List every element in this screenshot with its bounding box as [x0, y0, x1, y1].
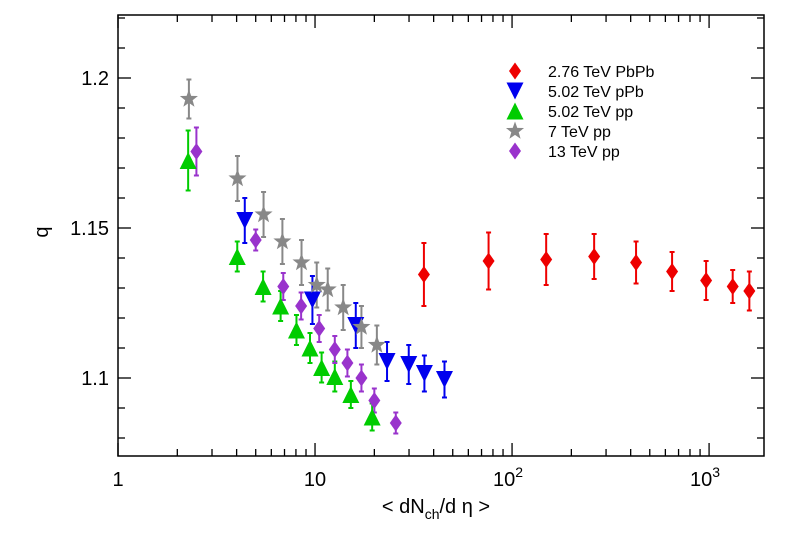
point-2-76-tev-pbpb [726, 278, 739, 295]
legend-label-13-tev-pp: 13 TeV pp [548, 144, 620, 161]
point-2-76-tev-pbpb [417, 266, 430, 283]
point-5-02-tev-pp [326, 368, 344, 385]
point-2-76-tev-pbpb [540, 251, 553, 268]
point-5-02-tev-ppb [435, 371, 453, 388]
y-axis-label: q [31, 226, 53, 237]
point-5-02-tev-pp [287, 321, 305, 339]
legend-marker-2-76-tev-pbpb [509, 62, 521, 80]
point-13-tev-pp [277, 278, 290, 295]
x-axis-label-sub: ch [425, 506, 440, 522]
x-axis-label-pre: < dN [382, 496, 425, 518]
legend-marker-5-02-tev-ppb [506, 82, 524, 100]
legend-marker-5-02-tev-pp [506, 102, 524, 120]
point-13-tev-pp [249, 231, 262, 249]
point-5-02-tev-ppb [236, 212, 254, 229]
point-13-tev-pp [389, 414, 402, 432]
x-tick-label-exponent: 3 [712, 464, 720, 480]
point-2-76-tev-pbpb [482, 252, 495, 270]
point-5-02-tev-ppb [378, 353, 396, 370]
point-7-tev-pp [273, 232, 292, 250]
point-5-02-tev-pp [301, 339, 319, 357]
point-7-tev-pp [179, 89, 198, 107]
x-tick-label: 1 [112, 469, 123, 491]
x-tick-label-base: 10 [493, 469, 515, 491]
point-5-02-tev-ppb [415, 365, 433, 382]
point-5-02-tev-pp [313, 359, 331, 376]
point-5-02-tev-pp [228, 248, 246, 265]
point-5-02-tev-pp [179, 152, 197, 169]
point-5-02-tev-pp [272, 297, 290, 315]
y-tick-label: 1.2 [81, 68, 109, 90]
x-tick-label-base: 10 [690, 469, 712, 491]
axis-ticks [117, 15, 764, 456]
point-13-tev-pp [295, 297, 308, 315]
x-axis-label-post: /d η > [440, 496, 491, 518]
point-2-76-tev-pbpb [700, 272, 713, 289]
marker-layer [179, 89, 756, 432]
x-tick-label: 10 [304, 469, 326, 491]
x-axis-label: < dNch/d η > [382, 496, 490, 522]
point-5-02-tev-ppb [303, 291, 321, 309]
x-tick-label-base: 10 [304, 469, 326, 491]
legend-label-2-76-tev-pbpb: 2.76 TeV PbPb [548, 64, 655, 81]
point-5-02-tev-pp [342, 386, 360, 403]
point-7-tev-pp [334, 298, 353, 316]
plot-frame [117, 14, 765, 457]
point-13-tev-pp [355, 369, 368, 387]
legend-marker-13-tev-pp [509, 142, 521, 160]
x-tick-label-exponent: 2 [515, 464, 523, 480]
legend-marker-7-tev-pp [505, 121, 525, 139]
point-7-tev-pp [307, 275, 326, 293]
point-2-76-tev-pbpb [666, 263, 679, 280]
point-13-tev-pp [328, 341, 341, 358]
point-2-76-tev-pbpb [588, 248, 601, 265]
y-tick-label: 1.1 [81, 368, 109, 390]
point-2-76-tev-pbpb [630, 254, 643, 271]
x-tick-label-base: 1 [112, 469, 123, 491]
point-13-tev-pp [313, 320, 326, 337]
point-7-tev-pp [292, 253, 311, 271]
point-13-tev-pp [341, 354, 354, 372]
point-13-tev-pp [190, 143, 203, 160]
x-tick-label: 103 [690, 464, 720, 491]
point-2-76-tev-pbpb [743, 282, 756, 300]
legend-label-7-tev-pp: 7 TeV pp [548, 124, 611, 141]
legend-label-5-02-tev-pp: 5.02 TeV pp [548, 104, 633, 121]
point-5-02-tev-pp [363, 408, 381, 426]
point-7-tev-pp [318, 280, 337, 298]
x-tick-label: 102 [493, 464, 523, 491]
y-tick-label: 1.15 [70, 218, 109, 240]
point-13-tev-pp [368, 392, 381, 409]
point-7-tev-pp [352, 317, 371, 335]
legend: 2.76 TeV PbPb 5.02 TeV pPb 5.02 TeV pp 7 Te… [505, 62, 655, 161]
legend-label-5-02-tev-ppb: 5.02 TeV pPb [548, 84, 644, 101]
point-7-tev-pp [367, 335, 386, 353]
point-7-tev-pp [254, 205, 273, 223]
point-5-02-tev-pp [254, 278, 272, 295]
point-5-02-tev-ppb [400, 356, 418, 373]
point-7-tev-pp [228, 169, 247, 187]
